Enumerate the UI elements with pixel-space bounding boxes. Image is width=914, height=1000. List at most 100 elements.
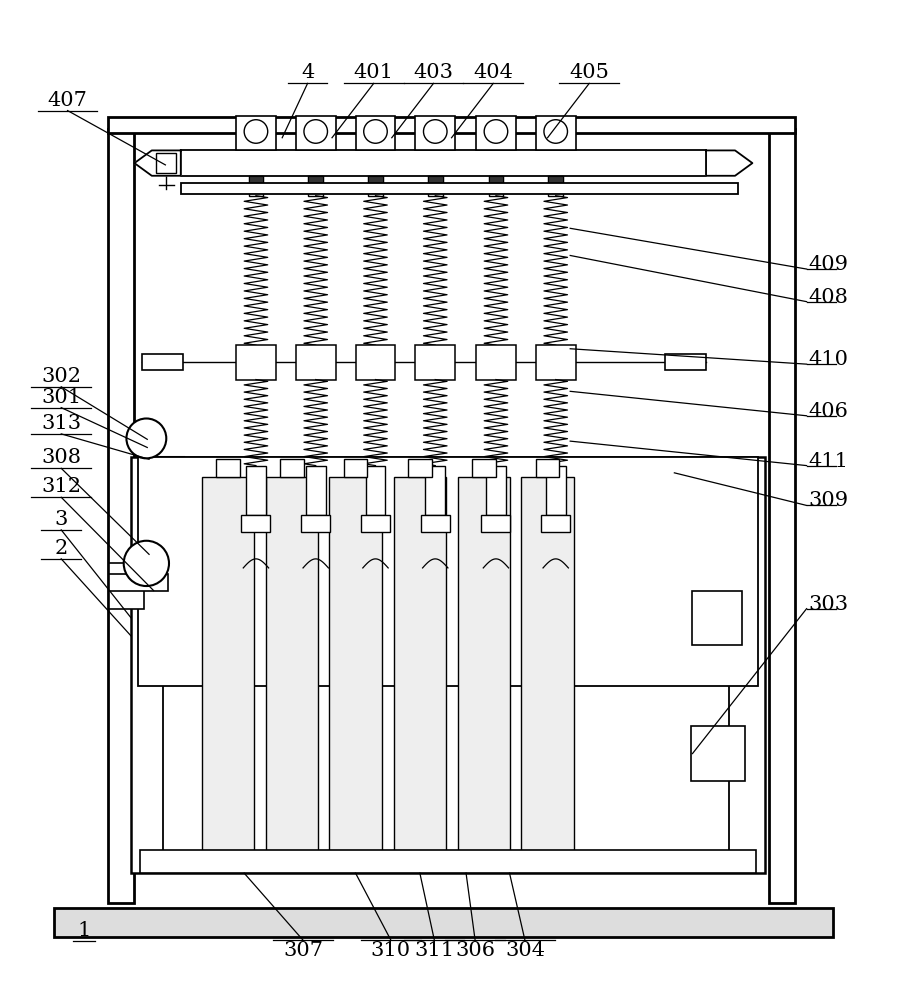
Bar bbox=[308, 176, 323, 187]
Bar bbox=[356, 345, 396, 380]
Circle shape bbox=[544, 120, 568, 143]
Bar bbox=[110, 574, 168, 591]
Bar bbox=[181, 183, 738, 194]
Polygon shape bbox=[706, 150, 752, 176]
Text: 311: 311 bbox=[414, 941, 454, 960]
Bar bbox=[476, 116, 515, 150]
Bar bbox=[361, 515, 390, 532]
Bar bbox=[476, 345, 515, 380]
Bar bbox=[428, 176, 442, 196]
Bar bbox=[302, 515, 330, 532]
Circle shape bbox=[304, 120, 327, 143]
Bar bbox=[548, 176, 563, 187]
Text: 306: 306 bbox=[455, 941, 495, 960]
Text: 310: 310 bbox=[371, 941, 411, 960]
Bar bbox=[216, 459, 239, 477]
Bar bbox=[489, 176, 504, 187]
Bar bbox=[408, 459, 431, 477]
Bar bbox=[415, 345, 455, 380]
Bar bbox=[473, 459, 496, 477]
Bar bbox=[489, 176, 504, 196]
Bar bbox=[163, 473, 728, 862]
Bar bbox=[368, 176, 383, 187]
Bar bbox=[482, 515, 510, 532]
Bar bbox=[110, 563, 143, 609]
Bar bbox=[368, 176, 383, 196]
Bar bbox=[266, 477, 318, 853]
Bar bbox=[548, 176, 563, 196]
Text: 3: 3 bbox=[55, 510, 68, 529]
Bar bbox=[202, 477, 254, 853]
Bar bbox=[665, 354, 706, 370]
Bar bbox=[770, 129, 795, 903]
Bar bbox=[458, 477, 510, 853]
Bar bbox=[296, 116, 335, 150]
Circle shape bbox=[364, 120, 388, 143]
Text: 304: 304 bbox=[505, 941, 545, 960]
Text: 1: 1 bbox=[77, 921, 90, 940]
Bar bbox=[546, 466, 566, 515]
Bar bbox=[54, 908, 833, 937]
Bar bbox=[281, 459, 304, 477]
Bar bbox=[109, 117, 795, 133]
Bar bbox=[521, 477, 574, 853]
Bar bbox=[296, 345, 335, 380]
Text: 410: 410 bbox=[808, 350, 848, 369]
Circle shape bbox=[244, 120, 268, 143]
Text: 312: 312 bbox=[41, 477, 81, 496]
Bar bbox=[246, 466, 266, 515]
Bar bbox=[415, 116, 455, 150]
Bar bbox=[308, 176, 323, 196]
Text: 407: 407 bbox=[48, 91, 88, 110]
Bar bbox=[356, 116, 396, 150]
Circle shape bbox=[126, 418, 166, 458]
Text: 411: 411 bbox=[808, 452, 848, 471]
Bar bbox=[420, 515, 450, 532]
Text: 408: 408 bbox=[808, 288, 848, 307]
Bar bbox=[249, 176, 263, 187]
Bar bbox=[344, 459, 367, 477]
Bar bbox=[241, 515, 271, 532]
Text: 303: 303 bbox=[808, 595, 848, 614]
Bar bbox=[236, 345, 276, 380]
Bar bbox=[536, 459, 559, 477]
Text: 409: 409 bbox=[808, 255, 848, 274]
Bar bbox=[142, 354, 183, 370]
Bar bbox=[536, 116, 576, 150]
Bar bbox=[693, 591, 742, 645]
Text: 307: 307 bbox=[283, 941, 323, 960]
Bar bbox=[131, 457, 765, 873]
Bar bbox=[140, 850, 756, 873]
Bar bbox=[541, 515, 570, 532]
Text: 4: 4 bbox=[301, 63, 314, 82]
Text: 2: 2 bbox=[55, 539, 68, 558]
Polygon shape bbox=[134, 150, 181, 176]
Bar bbox=[329, 477, 382, 853]
Text: 309: 309 bbox=[808, 491, 848, 510]
Bar bbox=[486, 466, 506, 515]
Bar bbox=[425, 466, 445, 515]
Bar bbox=[536, 345, 576, 380]
Text: 301: 301 bbox=[41, 388, 81, 407]
Text: 406: 406 bbox=[808, 402, 848, 421]
Bar bbox=[428, 176, 442, 187]
Circle shape bbox=[123, 541, 169, 586]
Bar bbox=[249, 176, 263, 196]
Text: 313: 313 bbox=[41, 414, 81, 433]
Bar bbox=[156, 153, 176, 173]
Text: 405: 405 bbox=[569, 63, 609, 82]
Circle shape bbox=[423, 120, 447, 143]
Text: 308: 308 bbox=[41, 448, 81, 467]
Bar bbox=[691, 726, 745, 781]
Bar bbox=[306, 466, 325, 515]
Circle shape bbox=[484, 120, 507, 143]
Text: 302: 302 bbox=[41, 367, 81, 386]
Bar bbox=[109, 129, 133, 903]
Bar bbox=[181, 150, 706, 176]
Text: 401: 401 bbox=[354, 63, 394, 82]
Text: 403: 403 bbox=[413, 63, 453, 82]
Bar bbox=[366, 466, 386, 515]
Text: 404: 404 bbox=[473, 63, 513, 82]
Bar bbox=[138, 457, 758, 686]
Bar bbox=[236, 116, 276, 150]
